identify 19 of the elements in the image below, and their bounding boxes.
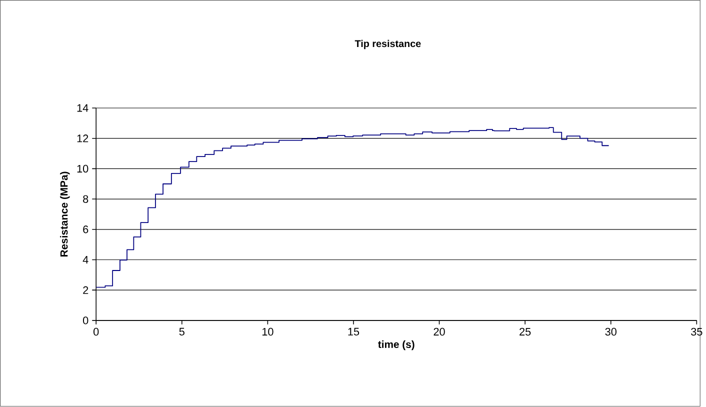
y-tick-label: 8: [83, 195, 88, 204]
x-tick-label: 10: [262, 328, 274, 336]
y-tick-label: 10: [77, 165, 88, 173]
x-tick-label: 35: [691, 328, 702, 336]
y-tick-label: 14: [77, 104, 88, 112]
x-tick-label: 0: [93, 328, 99, 336]
x-tick-label: 15: [348, 328, 360, 336]
y-tick-label: 12: [77, 134, 88, 142]
chart-title: Tip resistance: [354, 40, 421, 50]
x-axis-title: time (s): [378, 340, 414, 350]
y-tick-label: 4: [82, 256, 88, 264]
x-tick-label: 5: [179, 328, 184, 336]
y-axis-title: Resistance (MPa): [60, 172, 70, 257]
y-tick-label: 2: [83, 286, 88, 294]
x-tick-label: 30: [605, 328, 616, 336]
y-tick-label: 0: [83, 316, 88, 324]
y-tick-label: 6: [83, 226, 88, 234]
x-tick-label: 25: [520, 328, 531, 336]
x-tick-label: 20: [434, 328, 445, 336]
